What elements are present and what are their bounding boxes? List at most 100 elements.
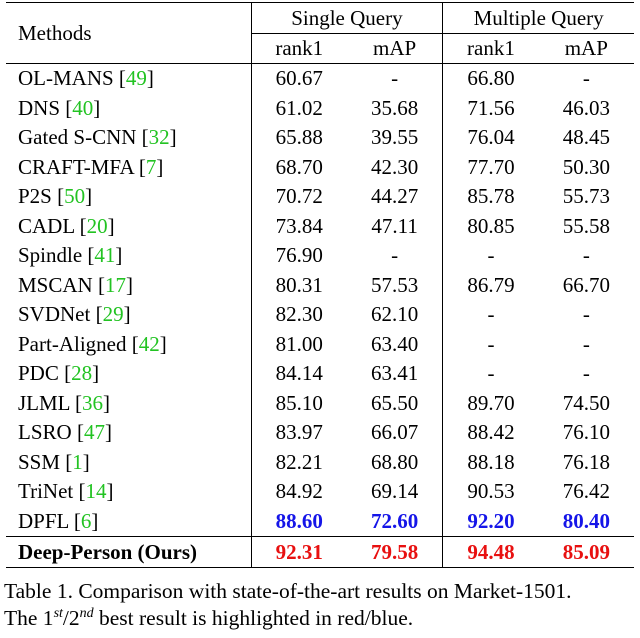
mq-map-cell: 55.73 bbox=[562, 184, 610, 209]
sq-map-cell: 66.07 bbox=[370, 420, 419, 445]
table-row: SVDNet [29] 82.30 62.10- - bbox=[6, 300, 634, 330]
citation-link[interactable]: 47 bbox=[83, 420, 105, 445]
citation-link[interactable]: 1 bbox=[72, 449, 83, 474]
mq-rank1-cell: 86.79 bbox=[442, 270, 539, 300]
mq-rank1-cell: 80.85 bbox=[442, 211, 539, 241]
single-query-header: Single Query bbox=[250, 2, 443, 34]
mq-map-header: mAP bbox=[538, 33, 634, 64]
mq-map-cell: 85.09 bbox=[538, 536, 634, 568]
citation-link[interactable]: 29 bbox=[102, 302, 124, 327]
mq-map-cell: 76.10 bbox=[562, 420, 610, 445]
citation-link[interactable]: 36 bbox=[81, 390, 103, 415]
table-body: OL-MANS [49] 60.67 - 66.80 - DNS [40] 61.02 35.… bbox=[6, 63, 634, 568]
caption-sup-st: st bbox=[53, 605, 63, 621]
mq-rank1-header: rank1 bbox=[442, 33, 539, 64]
table-row: DPFL [6] 88.60 72.60 92.20 80.40 bbox=[6, 506, 634, 537]
multiple-query-header: Multiple Query bbox=[442, 2, 634, 34]
sq-map-cell: 63.41 bbox=[370, 361, 419, 386]
citation-link[interactable]: 6 bbox=[80, 508, 92, 533]
sq-map-cell: 62.10 bbox=[370, 302, 419, 327]
citation-link[interactable]: 50 bbox=[64, 184, 86, 209]
sq-map-cell: 69.14 bbox=[370, 479, 419, 504]
sq-map-cell: 79.58 bbox=[346, 536, 443, 568]
table-row-ours: Deep-Person (Ours) 92.31 79.58 94.48 85.09 bbox=[6, 536, 634, 568]
method-name: LSRO [47] bbox=[18, 420, 112, 445]
method-label: MSCAN bbox=[18, 272, 93, 297]
sq-rank1-cell: 82.30 bbox=[250, 300, 347, 330]
table-row: SSM [1] 82.21 68.80 88.18 76.18 bbox=[6, 447, 634, 477]
table-row: Spindle [41] 76.90 - - - bbox=[6, 241, 634, 271]
sq-map-cell: 44.27 bbox=[370, 184, 419, 209]
mq-map-cell: - bbox=[582, 66, 590, 91]
method-label: P2S bbox=[18, 184, 52, 209]
method-name: MSCAN [17] bbox=[18, 272, 133, 297]
sq-map-cell: 63.40 bbox=[370, 331, 419, 356]
method-label: OL-MANS bbox=[18, 66, 114, 91]
method-name: Spindle [41] bbox=[18, 243, 123, 268]
sq-map-cell: 35.68 bbox=[370, 95, 419, 120]
sq-rank1-cell: 70.72 bbox=[250, 182, 347, 212]
citation-link[interactable]: 20 bbox=[86, 213, 108, 238]
table-row: PDC [28] 84.14 63.41- - bbox=[6, 359, 634, 389]
mq-rank1-cell: 85.78 bbox=[442, 182, 539, 212]
mq-rank1-cell: 66.80 bbox=[442, 63, 539, 94]
citation-link[interactable]: 49 bbox=[125, 66, 147, 91]
method-label: PDC bbox=[18, 361, 59, 386]
sq-map-cell: 47.11 bbox=[371, 213, 418, 238]
citation-link[interactable]: 40 bbox=[72, 95, 94, 120]
method-label: SVDNet bbox=[18, 302, 91, 327]
mq-rank1-cell: 89.70 bbox=[442, 388, 539, 418]
method-name: P2S [50] bbox=[18, 184, 93, 209]
sq-rank1-cell: 81.00 bbox=[250, 329, 347, 359]
mq-rank1-cell: - bbox=[442, 359, 539, 389]
mq-map-cell: 48.45 bbox=[562, 125, 610, 150]
sq-rank1-cell: 82.21 bbox=[250, 447, 347, 477]
sq-rank1-cell: 73.84 bbox=[250, 211, 347, 241]
method-name: CRAFT-MFA [7] bbox=[18, 154, 164, 179]
citation-link[interactable]: 17 bbox=[104, 272, 126, 297]
citation-link[interactable]: 7 bbox=[145, 154, 157, 179]
method-label: Gated S-CNN bbox=[18, 125, 137, 150]
method-name: SVDNet [29] bbox=[18, 302, 131, 327]
method-name: SSM [1] bbox=[18, 449, 90, 474]
sq-rank1-cell: 92.31 bbox=[250, 536, 347, 568]
table-row: JLML [36] 85.10 65.50 89.70 74.50 bbox=[6, 388, 634, 418]
sq-rank1-cell: 68.70 bbox=[250, 152, 347, 182]
method-name: CADL [20] bbox=[18, 213, 115, 238]
caption-text: The 1 bbox=[4, 606, 54, 630]
table-row: CRAFT-MFA [7] 68.70 42.30 77.70 50.30 bbox=[6, 152, 634, 182]
citation-link[interactable]: 28 bbox=[71, 361, 93, 386]
mq-rank1-cell: 88.18 bbox=[442, 447, 539, 477]
citation-link[interactable]: 42 bbox=[138, 331, 160, 356]
method-label: SSM bbox=[18, 449, 61, 474]
sq-map-header: mAP bbox=[346, 33, 443, 64]
caption-text: /2 bbox=[62, 606, 80, 630]
method-label: CRAFT-MFA bbox=[18, 154, 134, 179]
table-row: Part-Aligned [42] 81.00 63.40- - bbox=[6, 329, 634, 359]
method-label: DNS bbox=[18, 95, 61, 120]
sq-rank1-cell: 84.14 bbox=[250, 359, 347, 389]
mq-map-cell: - bbox=[582, 331, 590, 356]
table-row: CADL [20] 73.84 47.11 80.85 55.58 bbox=[6, 211, 634, 241]
mq-map-cell: 55.58 bbox=[562, 213, 610, 238]
sq-map-cell: 57.53 bbox=[370, 272, 419, 297]
sq-rank1-cell: 65.88 bbox=[250, 123, 347, 153]
mq-rank1-cell: 77.70 bbox=[442, 152, 539, 182]
method-label: DPFL bbox=[18, 508, 69, 533]
method-label: TriNet bbox=[18, 479, 74, 504]
table-row: Gated S-CNN [32] 65.88 39.55 76.04 48.45 bbox=[6, 123, 634, 153]
mq-rank1-cell: 88.42 bbox=[442, 418, 539, 448]
mq-map-cell: 46.03 bbox=[562, 95, 610, 120]
citation-link[interactable]: 32 bbox=[148, 125, 170, 150]
mq-rank1-cell: 92.20 bbox=[442, 506, 539, 537]
citation-link[interactable]: 14 bbox=[85, 479, 107, 504]
mq-rank1-cell: - bbox=[442, 241, 539, 271]
sq-rank1-header: rank1 bbox=[250, 33, 347, 64]
caption-line-2: The 1st/2nd best result is highlighted i… bbox=[4, 605, 640, 632]
mq-map-cell: 66.70 bbox=[562, 272, 610, 297]
mq-rank1-cell: 71.56 bbox=[442, 93, 539, 123]
citation-link[interactable]: 41 bbox=[94, 243, 116, 268]
mq-rank1-cell: - bbox=[442, 300, 539, 330]
sq-map-cell: 65.50 bbox=[370, 390, 419, 415]
sq-rank1-cell: 83.97 bbox=[250, 418, 347, 448]
